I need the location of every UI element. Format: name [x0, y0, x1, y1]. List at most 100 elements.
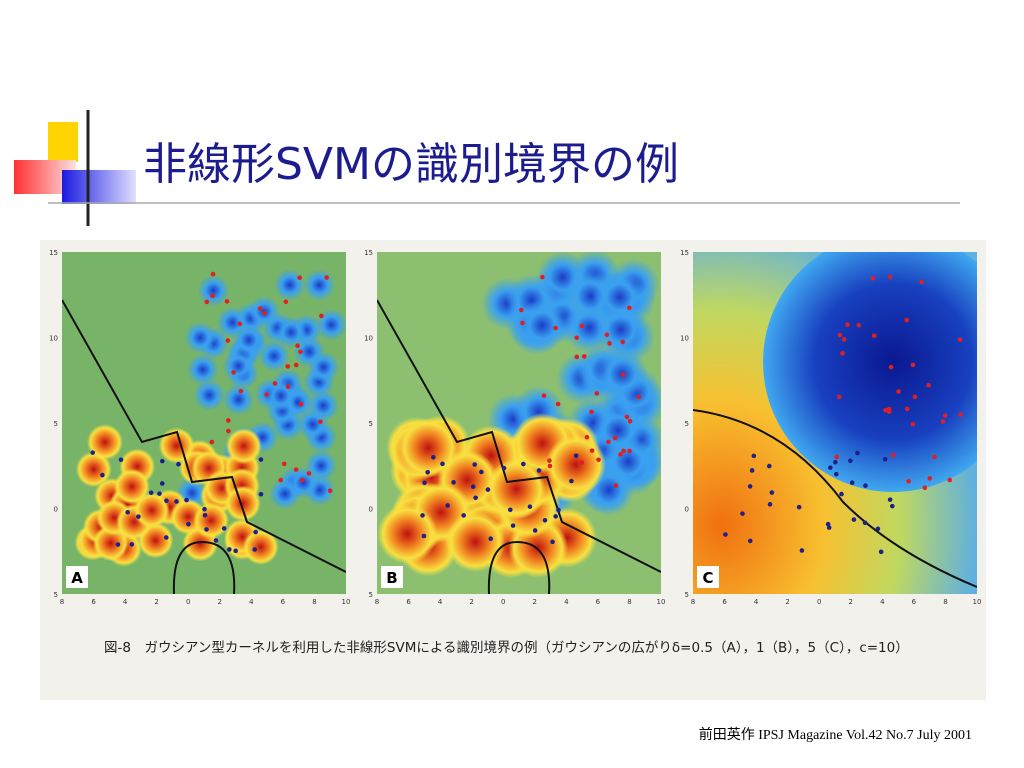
x-tick-label: 4 [123, 598, 128, 606]
y-tick-label: 10 [49, 335, 58, 343]
label-box [381, 566, 403, 588]
sample-point [283, 299, 289, 305]
blob [86, 424, 123, 461]
sample-point [501, 465, 507, 471]
sample-point [461, 513, 466, 518]
blob [197, 274, 230, 307]
sample-point [855, 450, 860, 456]
sample-point [306, 471, 312, 476]
sample-point [488, 536, 493, 541]
blob [545, 434, 606, 495]
sample-point [751, 453, 757, 459]
y-tick-label: 0 [54, 506, 58, 514]
blob [275, 316, 308, 349]
sample-point [828, 465, 833, 470]
sample-point [257, 306, 263, 311]
sample-point [204, 527, 209, 532]
sample-point [541, 393, 547, 399]
sample-point [896, 389, 901, 394]
x-tick-label: 6 [912, 598, 917, 606]
sample-point [547, 463, 553, 469]
sample-point [298, 401, 304, 407]
sample-point [163, 535, 169, 540]
x-tick-label: 6 [722, 598, 727, 606]
deco [48, 122, 78, 162]
boundary [62, 299, 346, 573]
sample-point [281, 461, 287, 467]
sample-point [612, 435, 618, 441]
panel: C [693, 252, 977, 594]
blob [222, 383, 255, 416]
blob [307, 351, 340, 384]
blob [113, 468, 150, 505]
sample-point [624, 414, 630, 420]
y-tick-label: 10 [680, 335, 689, 343]
sample-point [886, 406, 892, 412]
sample-point [253, 529, 258, 535]
y-tick-label: 15 [680, 249, 689, 257]
sample-point [262, 310, 267, 316]
x-tick-label: 2 [785, 598, 789, 606]
sample-point [258, 491, 264, 497]
sample-point [164, 498, 169, 504]
sample-point [319, 313, 324, 319]
sample-point [553, 325, 558, 331]
sample-point [542, 518, 548, 523]
sample-point [607, 341, 612, 346]
sample-point [174, 499, 179, 504]
sample-point [258, 457, 264, 462]
sample-point [947, 477, 953, 483]
blob [445, 511, 506, 572]
sample-point [833, 459, 838, 465]
sample-point [226, 428, 231, 434]
sample-point [747, 484, 753, 489]
x-tick-label: 10 [973, 598, 982, 606]
deco [62, 170, 136, 204]
y-tick-label: 10 [364, 335, 373, 343]
sample-point [957, 337, 963, 343]
sample-point [136, 514, 141, 519]
x-tick-label: 2 [218, 598, 222, 606]
x-tick-label: 8 [375, 598, 379, 606]
sample-point [833, 471, 839, 477]
blob [315, 308, 346, 341]
sample-point [942, 413, 948, 418]
sample-point [485, 487, 491, 492]
sample-point [252, 547, 258, 552]
sample-point [225, 338, 231, 343]
sample-point [574, 354, 580, 360]
sample-point [613, 483, 619, 488]
sample-point [904, 317, 910, 323]
x-tick-label: 8 [627, 598, 631, 606]
y-tick-label: 0 [369, 506, 373, 514]
sample-point [871, 333, 877, 339]
citation: 前田英作 IPSJ Magazine Vol.42 No.7 July 2001 [698, 728, 972, 743]
sample-point [202, 506, 207, 512]
panel-label: B [386, 569, 397, 587]
sample-point [210, 271, 216, 277]
sample-point [749, 468, 755, 473]
blob [273, 268, 306, 301]
sample-point [837, 332, 843, 338]
blob [193, 502, 230, 539]
sample-point [922, 485, 928, 491]
sample-point [579, 323, 585, 329]
sample-point [445, 503, 450, 508]
sample-point [875, 526, 881, 532]
sample-point [204, 299, 210, 305]
sample-point [90, 450, 96, 455]
sample-point [618, 452, 623, 457]
sample-point [285, 364, 291, 369]
slide-title: 非線形SVMの識別境界の例 [143, 139, 679, 190]
sample-point [556, 507, 561, 513]
y-tick-label: 5 [369, 420, 373, 428]
sample-point [425, 469, 430, 475]
sample-point [100, 472, 105, 478]
sample-point [825, 521, 831, 527]
blob [258, 340, 291, 373]
x-tick-label: 2 [154, 598, 158, 606]
sample-point [285, 384, 291, 390]
blob [224, 485, 261, 522]
